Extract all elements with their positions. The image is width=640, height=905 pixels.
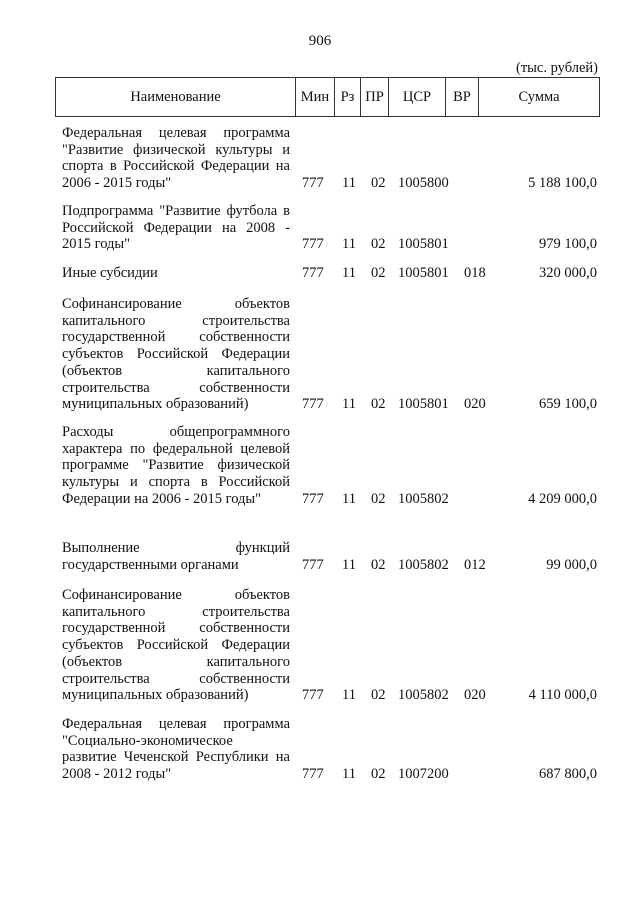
row-csr: 1007200 [398, 766, 449, 783]
row-rz: 11 [342, 265, 356, 281]
row-pr: 02 [371, 396, 386, 413]
table-row: Иные субсидии 777 11 02 1005801 018 320 000,0 [62, 265, 602, 282]
row-pr: 02 [371, 236, 386, 253]
row-name: Иные субсидии [62, 265, 158, 281]
header-vr: ВР [446, 78, 479, 116]
row-min: 777 [302, 175, 324, 192]
row-csr: 1005801 [398, 396, 449, 413]
unit-note: (тыс. рублей) [516, 60, 598, 76]
table-header: Наименование Мин Рз ПР ЦСР ВР Сумма [55, 77, 600, 117]
row-csr: 1005802 [398, 490, 449, 507]
row-vr: 020 [464, 687, 486, 704]
header-sum: Сумма [518, 88, 560, 105]
row-min: 777 [302, 490, 324, 507]
table-row: Софинансирование объектов капитального с… [62, 587, 602, 704]
header-rz: Рз [335, 78, 361, 116]
table-row: Федеральная целевая программа "Развитие … [62, 125, 602, 192]
table-row: Софинансирование объектов капитального с… [62, 296, 602, 413]
row-rz: 11 [342, 490, 356, 507]
row-min: 777 [302, 265, 324, 281]
row-sum: 659 100,0 [539, 396, 597, 413]
header-pr: ПР [361, 78, 389, 116]
page-number: 906 [308, 33, 332, 49]
header-min: Мин [296, 78, 335, 116]
row-name: Расходы общепрограммного характера по фе… [62, 424, 290, 507]
row-rz: 11 [342, 556, 356, 573]
row-name: Выполнение функций государственными орга… [62, 540, 290, 573]
row-min: 777 [302, 687, 324, 704]
row-vr: 018 [464, 265, 486, 281]
table-row: Расходы общепрограммного характера по фе… [62, 424, 602, 508]
row-csr: 1005801 [398, 265, 449, 281]
row-pr: 02 [371, 556, 386, 573]
row-min: 777 [302, 766, 324, 783]
row-min: 777 [302, 236, 324, 253]
header-name: Наименование [56, 78, 296, 116]
row-rz: 11 [342, 687, 356, 704]
row-sum: 979 100,0 [539, 236, 597, 253]
row-rz: 11 [342, 175, 356, 192]
row-rz: 11 [342, 396, 356, 413]
row-name: Федеральная целевая программа "Развитие … [62, 125, 290, 192]
table-row: Федеральная целевая программа "Социально… [62, 716, 602, 783]
row-csr: 1005801 [398, 236, 449, 253]
row-sum: 4 209 000,0 [528, 490, 597, 507]
row-rz: 11 [342, 766, 356, 783]
row-name: Подпрограмма "Развитие футбола в Российс… [62, 203, 290, 253]
row-name: Софинансирование объектов капитального с… [62, 296, 290, 413]
table-row: Выполнение функций государственными орга… [62, 540, 602, 573]
row-name: Софинансирование объектов капитального с… [62, 587, 290, 704]
row-pr: 02 [371, 265, 386, 281]
row-vr: 020 [464, 396, 486, 413]
table-row: Подпрограмма "Развитие футбола в Российс… [62, 203, 602, 253]
row-sum: 4 110 000,0 [528, 687, 597, 704]
row-rz: 11 [342, 236, 356, 253]
row-sum: 99 000,0 [546, 556, 597, 573]
row-sum: 687 800,0 [539, 766, 597, 783]
row-min: 777 [302, 556, 324, 573]
row-csr: 1005800 [398, 175, 449, 192]
row-sum: 320 000,0 [539, 265, 597, 281]
row-pr: 02 [371, 766, 386, 783]
row-sum: 5 188 100,0 [528, 175, 597, 192]
row-csr: 1005802 [398, 556, 449, 573]
row-name: Федеральная целевая программа "Социально… [62, 716, 290, 783]
row-min: 777 [302, 396, 324, 413]
row-pr: 02 [371, 175, 386, 192]
row-csr: 1005802 [398, 687, 449, 704]
header-csr: ЦСР [389, 78, 446, 116]
row-pr: 02 [371, 490, 386, 507]
row-pr: 02 [371, 687, 386, 704]
row-vr: 012 [464, 556, 486, 573]
